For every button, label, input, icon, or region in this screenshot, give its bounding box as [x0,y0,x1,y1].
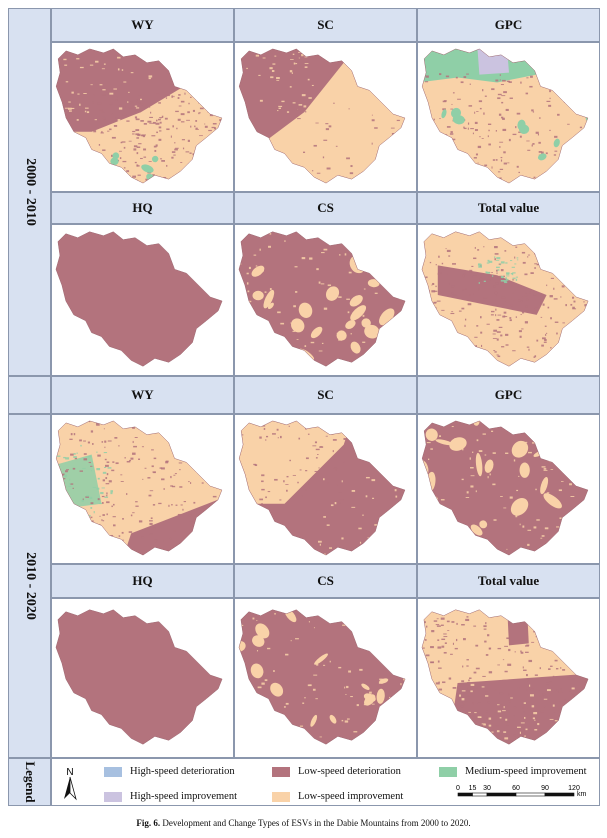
north-label: N [66,767,73,778]
legend-swatch [272,766,290,777]
map-hq-2000-2010 [51,224,234,376]
scale-segment [472,792,488,797]
header-gpc-2: GPC [417,376,600,414]
figure-caption: Fig. 6. Development and Change Types of … [0,818,607,828]
legend-label: Low-speed deterioration [298,766,401,777]
scale-unit: km [577,791,587,798]
map-hq-2010-2020 [51,598,234,758]
caption-label: Fig. 6. [136,818,161,828]
legend-title: Legend [22,761,38,803]
legend-swatch [439,766,457,777]
map-total-2000-2010 [417,224,600,376]
legend-item-high-deterioration: High-speed deterioration [104,766,235,777]
map-gpc-2010-2020 [417,414,600,564]
header-hq-1: HQ [51,192,234,224]
legend-item-medium-improvement: Medium-speed improvement [439,766,587,777]
period-label-text: 2010 - 2020 [22,552,38,620]
map-total-2010-2020 [417,598,600,758]
caption-text: Development and Change Types of ESVs in … [162,818,471,828]
legend-item-high-improvement: High-speed improvement [104,791,237,802]
period-label-text: 2000 - 2010 [22,158,38,226]
scale-segment [457,792,473,797]
header-cs-1: CS [234,192,417,224]
header-total-1: Total value [417,192,600,224]
figure: 2000 - 2010 WY SC GPC HQ CS Total value … [8,8,600,806]
scale-tick-label: 30 [483,785,491,792]
header-hq-2: HQ [51,564,234,598]
map-cs-2010-2020 [234,598,417,758]
header-gpc-1: GPC [417,8,600,42]
header-total-2: Total value [417,564,600,598]
legend-label: Low-speed improvement [298,791,404,802]
legend-swatch [104,791,122,802]
map-wy-2000-2010 [51,42,234,192]
legend-swatch [104,766,122,777]
map-sc-2000-2010 [234,42,417,192]
period-label-2000-2010: 2000 - 2010 [8,8,51,376]
map-cs-2000-2010 [234,224,417,376]
legend-item-low-deterioration: Low-speed deterioration [272,766,401,777]
map-wy-2010-2020 [51,414,234,564]
legend-title-box: Legend [8,758,51,806]
header-cs-2: CS [234,564,417,598]
scale-tick-label: 90 [541,785,549,792]
map-gpc-2000-2010 [417,42,600,192]
legend-label: Medium-speed improvement [465,766,587,777]
map-sc-2010-2020 [234,414,417,564]
scale-segment [544,792,575,797]
legend-swatch [272,791,290,802]
header-wy-2: WY [51,376,234,414]
scale-tick-label: 60 [512,785,520,792]
legend-label: High-speed deterioration [130,766,235,777]
north-arrow-icon: N [62,765,78,801]
header-wy-1: WY [51,8,234,42]
header-sc-2: SC [234,376,417,414]
period-label-2010-2020: 2010 - 2020 [8,414,51,758]
legend-label: High-speed improvement [130,791,238,802]
period-spacer [8,376,51,414]
scale-tick-label: 0 [456,785,460,792]
scale-segment [515,792,546,797]
scale-bar: 0 15 30 60 90 120 km [452,783,592,803]
legend: N High-speed deterioration Low-speed det… [51,758,600,806]
header-sc-1: SC [234,8,417,42]
legend-item-low-improvement: Low-speed improvement [272,791,403,802]
scale-tick-label: 120 [568,785,580,792]
scale-tick-label: 15 [469,785,477,792]
scale-segment [486,792,517,797]
